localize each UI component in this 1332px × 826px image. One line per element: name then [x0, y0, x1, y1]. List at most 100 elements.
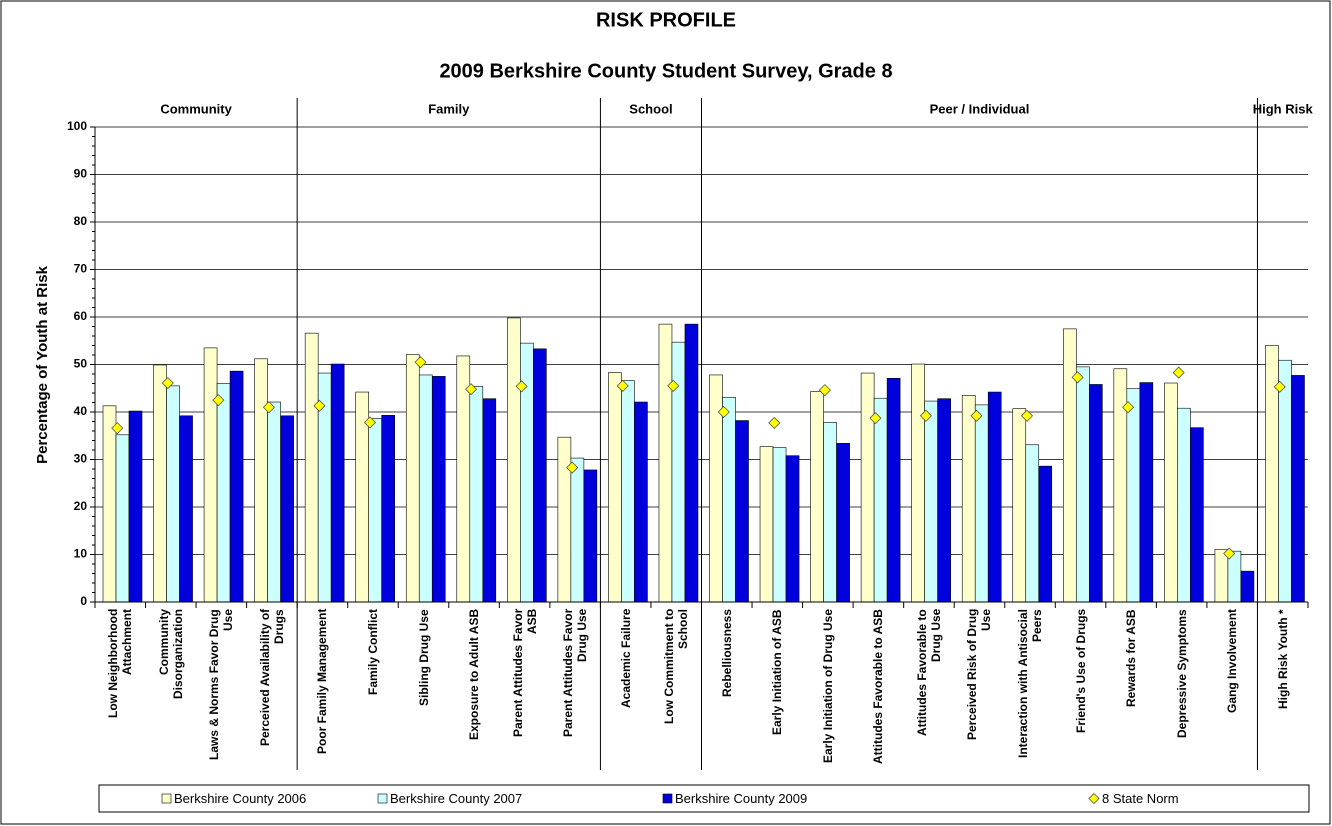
bar	[1025, 444, 1040, 603]
bar	[810, 391, 824, 603]
x-tick-label: Family Conflict	[365, 609, 380, 696]
x-tick-label-cell: High Risk Youth *	[1257, 609, 1308, 765]
x-tick-label-cell: Laws & Norms Favor Drug Use	[196, 609, 247, 765]
norm-marker	[1273, 380, 1286, 393]
y-tick-label: 0	[80, 594, 87, 608]
x-tick-label: Laws & Norms Favor Drug Use	[207, 609, 236, 760]
bar	[583, 469, 598, 603]
x-tick-label: Rebelliousness	[719, 609, 734, 698]
legend-label: Berkshire County 2006	[174, 791, 306, 806]
y-axis-label: Percentage of Youth at Risk	[34, 265, 51, 463]
norm-marker	[566, 461, 579, 474]
norm-marker	[970, 409, 983, 422]
bar	[216, 383, 231, 603]
norm-marker	[818, 384, 831, 397]
x-tick-label-cell: Friend's Use of Drugs	[1055, 609, 1106, 765]
x-tick-label: Exposure to Adult ASB	[467, 609, 482, 741]
bar	[280, 415, 294, 603]
bar	[937, 398, 951, 603]
x-tick-label: Parent Attitudes Favor ASB	[510, 609, 539, 738]
x-tick-label-cell: Parent Attitudes Favor Drug Use	[550, 609, 601, 765]
x-tick-label: Perceived Availability of Drugs	[257, 609, 286, 747]
x-tick-label-cell: Low Commitment to School	[651, 609, 702, 765]
x-tick-label: High Risk Youth *	[1275, 609, 1290, 709]
bar	[1139, 382, 1154, 603]
x-tick-label: Community Disorganization	[156, 609, 185, 700]
x-tick-label: Attitudes Favorable to Drug Use	[914, 609, 943, 736]
x-tick-label-cell: Perceived Risk of Drug Use	[954, 609, 1005, 765]
x-tick-label-cell: Early Initiation of Drug Use	[803, 609, 854, 765]
norm-marker	[464, 383, 478, 396]
x-tick-label: Early Initiation of ASB	[770, 609, 785, 735]
bar	[456, 355, 471, 603]
x-tick-label: Friend's Use of Drugs	[1073, 609, 1088, 734]
y-tick-label: 40	[74, 404, 88, 418]
bar	[621, 380, 635, 603]
bar	[658, 323, 673, 603]
bar	[405, 354, 420, 603]
x-tick-label: Rewards for ASB	[1124, 609, 1139, 707]
legend-label: Berkshire County 2009	[675, 791, 807, 806]
bar	[735, 420, 749, 603]
norm-marker	[1223, 547, 1236, 560]
bar	[1038, 465, 1053, 603]
x-tick-label: Depressive Symptoms	[1174, 609, 1189, 738]
bar	[785, 455, 800, 603]
bar	[128, 410, 143, 603]
y-tick-label: 60	[74, 309, 88, 323]
x-tick-label-cell: Parent Attitudes Favor ASB	[499, 609, 550, 765]
y-tick-label: 100	[67, 119, 87, 133]
bar	[557, 436, 572, 603]
norm-marker	[919, 409, 933, 422]
bar	[507, 317, 521, 603]
bar	[368, 418, 383, 603]
bar	[823, 422, 837, 603]
bar	[924, 400, 938, 603]
bar	[1214, 548, 1229, 603]
bar	[961, 395, 976, 603]
legend-swatch	[377, 793, 388, 804]
bar	[974, 404, 989, 603]
norm-marker	[1020, 409, 1034, 422]
x-tick-label: Parent Attitudes Favor Drug Use	[561, 609, 590, 738]
y-tick-label: 20	[74, 499, 88, 513]
bar	[1291, 375, 1305, 603]
group-label: Peer / Individual	[930, 101, 1030, 116]
bar	[1012, 408, 1027, 603]
x-tick-label-cell: Academic Failure	[600, 609, 651, 765]
x-tick-label-cell: Exposure to Adult ASB	[449, 609, 500, 765]
bar	[634, 401, 648, 603]
bar	[203, 347, 218, 603]
x-tick-label-cell: Early Initiation of ASB	[752, 609, 803, 765]
group-label: Family	[428, 101, 470, 116]
y-tick-label: 80	[74, 214, 88, 228]
bar	[772, 447, 787, 603]
bar	[482, 398, 497, 603]
bar	[886, 377, 901, 603]
bar	[1062, 328, 1077, 603]
x-tick-label: Academic Failure	[618, 609, 633, 709]
x-tick-label: Sibling Drug Use	[416, 609, 431, 706]
y-tick-label: 50	[74, 357, 88, 371]
x-tick-label-cell: Family Conflict	[348, 609, 399, 765]
legend-swatch	[161, 793, 172, 804]
bar	[431, 376, 446, 603]
bar	[1177, 407, 1191, 603]
bar	[987, 391, 1002, 603]
x-tick-label: Gang Involvement	[1225, 609, 1240, 714]
x-tick-label-cell: Poor Family Management	[297, 609, 348, 765]
x-tick-label: Attitudes Favorable to ASB	[871, 609, 886, 764]
y-tick-label: 30	[74, 452, 88, 466]
x-tick-label: Interaction with Antisocial Peers	[1016, 609, 1045, 758]
bar	[115, 434, 130, 603]
legend-label: Berkshire County 2007	[390, 791, 522, 806]
y-tick-label: 90	[74, 167, 88, 181]
x-tick-label: Poor Family Management	[315, 609, 330, 755]
x-tick-label-cell: Rewards for ASB	[1106, 609, 1157, 765]
norm-marker	[667, 379, 680, 392]
bar	[1190, 427, 1204, 603]
bar	[166, 385, 180, 603]
bar	[381, 415, 396, 603]
bar	[418, 374, 433, 603]
